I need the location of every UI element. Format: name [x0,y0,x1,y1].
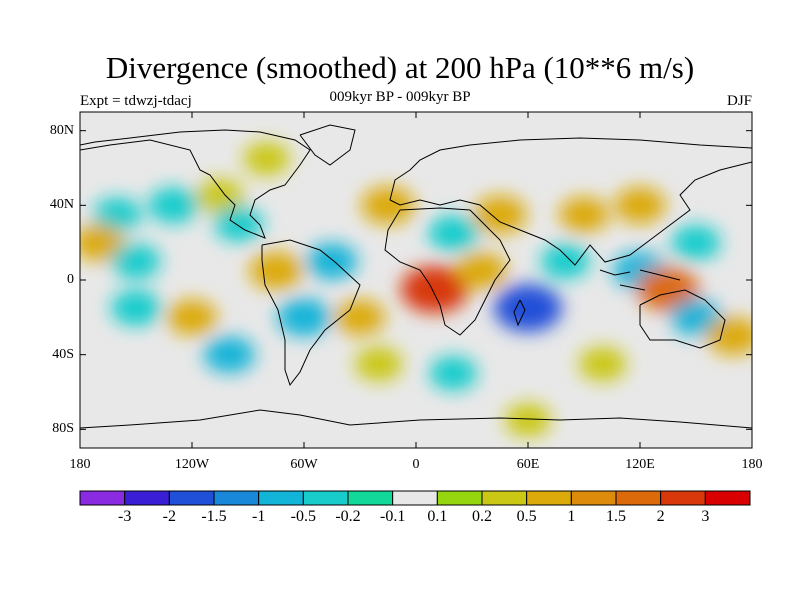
coast-greenland [299,124,356,166]
colorbar-swatch-13 [660,490,706,506]
lon-tick-label-6: 180 [741,457,763,472]
lon-tick-label-2: 60W [290,457,318,472]
field-blob-8 [243,141,290,176]
colorbar-swatch-7 [392,490,438,506]
colorbar-label-6: -0.1 [379,508,406,525]
field-blob-5 [148,187,199,224]
coast-south-america [261,239,361,387]
field-blob-0 [93,197,142,232]
lat-tick-label-4: 80S [52,421,74,437]
coastlines [80,124,752,429]
coast-europe-asia [389,137,752,266]
coast-maritime [599,269,681,291]
coast-antarctica [80,409,752,429]
coast-africa [384,207,511,336]
lon-tick-label-5: 120E [625,457,655,472]
season-label: DJF [726,93,752,109]
colorbar-label-5: -0.2 [335,508,361,525]
field-blob-26 [670,298,722,336]
field-blob-15 [400,265,469,314]
coast-australia [639,289,726,349]
field-blob-25 [671,225,721,261]
field-blob-2 [111,243,161,279]
field-blob-31 [504,403,552,437]
field-blob-17 [455,252,507,290]
field-blob-24 [614,186,666,224]
colorbar-label-3: -1 [251,508,266,525]
field-blob-27 [706,316,752,356]
axis-ticks [79,112,753,448]
colorbar-swatch-6 [347,490,394,506]
lat-tick-label-2: 0 [67,272,74,287]
colorbar-swatch-5 [302,490,349,506]
colorbar-swatch-14 [704,490,751,506]
coast-north-america [80,129,311,239]
colorbar-swatch-3 [213,490,260,506]
colorbar-label-8: 0.2 [472,508,492,525]
colorbar-swatch-11 [570,490,617,506]
field-blob-3 [111,290,161,326]
field-blob-16 [428,215,479,252]
lat-tick-label-0: 80N [49,122,74,138]
colorbar-label-4: -0.5 [290,508,316,525]
field-blob-23 [637,267,699,312]
colorbar-swatch-0 [79,490,126,506]
colorbar-swatch-1 [124,490,170,506]
field-blob-29 [578,346,627,382]
divergence-field [80,141,752,437]
field-blob-6 [196,178,244,214]
colorbar-swatch-4 [258,490,304,506]
lon-tick-label-0: 180 [69,457,91,472]
colorbar-swatch-9 [481,490,528,506]
field-blob-7 [214,206,264,242]
colorbar-swatch-10 [526,490,572,506]
lat-tick-label-3: 40S [52,346,74,362]
field-blob-30 [354,346,403,382]
colorbar-label-2: -1.5 [201,508,227,525]
field-blob-13 [335,299,385,336]
field-blob-11 [277,298,331,337]
lon-tick-label-3: 0 [412,457,420,472]
colorbar-label-10: 1 [567,508,576,525]
experiment-label: Expt = tdwzj-tdacj [80,93,192,109]
plot-subtitle: 009kyr BP - 009kyr BP [329,89,471,105]
colorbar-swatch-2 [168,490,215,506]
colorbar-label-12: 2 [656,508,665,525]
colorbar-label-1: -2 [162,508,176,525]
field-blob-1 [80,224,125,262]
colorbar [79,490,751,506]
plot-title: Divergence (smoothed) at 200 hPa (10**6 … [105,50,695,85]
colorbar-swatch-12 [615,490,662,506]
colorbar-swatch-8 [436,490,483,506]
lat-tick-label-1: 40N [49,197,74,213]
colorbar-label-0: -3 [117,508,132,525]
field-blob-14 [361,186,415,225]
field-blob-10 [249,251,303,290]
colorbar-label-13: 3 [701,508,710,525]
colorbar-label-11: 1.5 [606,508,626,525]
field-blob-18 [473,195,527,234]
field-blob-4 [167,299,217,336]
field-blob-28 [429,356,478,391]
field-blob-20 [540,243,590,279]
colorbar-label-9: 0.5 [516,508,537,525]
lon-tick-label-1: 120W [174,457,210,472]
colorbar-label-7: 0.1 [427,508,448,525]
coast-madagascar [513,299,526,327]
field-blob-19 [494,284,562,332]
field-blob-9 [203,336,255,374]
field-blob-21 [559,196,609,233]
lon-tick-label-4: 60E [516,457,540,472]
